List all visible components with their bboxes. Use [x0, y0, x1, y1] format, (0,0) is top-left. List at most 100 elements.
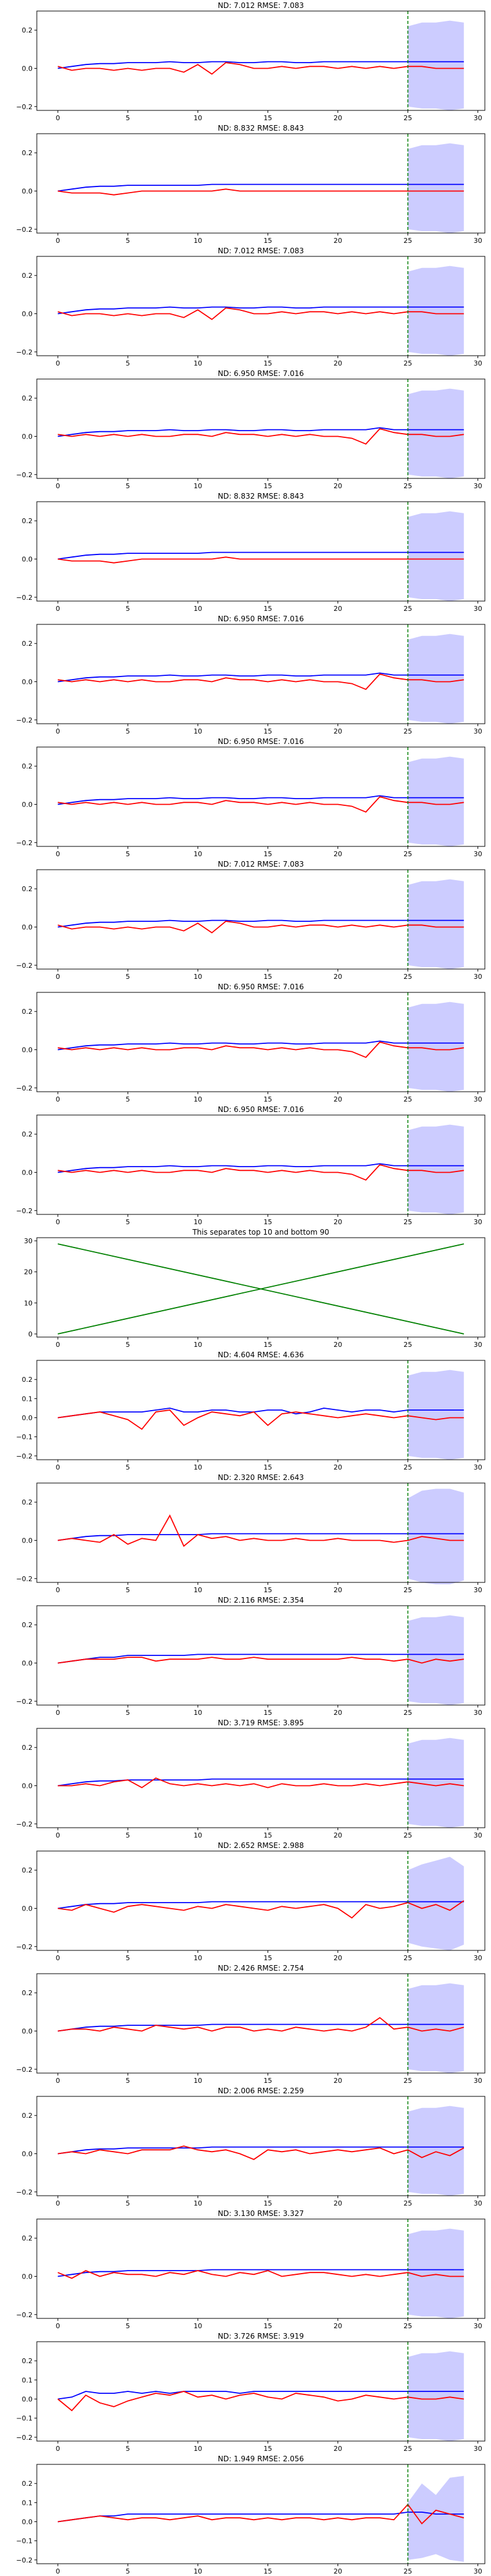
x-tick-label: 5	[126, 2445, 130, 2453]
x-tick-label: 0	[56, 1463, 60, 1471]
x-tick-label: 10	[193, 2199, 202, 2207]
y-tick-label: 0.2	[22, 1498, 33, 1506]
series-line	[58, 2023, 464, 2032]
x-tick-label: 5	[126, 2567, 130, 2575]
y-tick-label: −0.2	[16, 962, 33, 970]
x-tick-label: 15	[263, 114, 272, 122]
x-tick-label: 10	[193, 2322, 202, 2330]
subplot: ND: 7.012 RMSE: 7.083 0 5 10 15 20 25 30 −0.2 0.0…	[16, 247, 485, 367]
x-tick-label: 0	[56, 850, 60, 858]
y-tick-label: 0.0	[22, 2518, 33, 2526]
series-line	[58, 551, 464, 560]
series-line	[58, 919, 464, 928]
subplot: ND: 6.950 RMSE: 7.016 0 5 10 15 20 25 30 −0.2 0.0…	[16, 737, 485, 858]
axes-frame	[36, 2464, 485, 2564]
series-line	[58, 672, 464, 683]
series-line	[58, 2145, 465, 2160]
x-tick-label: 15	[263, 850, 272, 858]
x-tick-label: 20	[333, 973, 342, 981]
x-tick-label: 20	[333, 2077, 342, 2085]
x-tick-label: 0	[56, 359, 60, 367]
prediction-interval-band	[408, 388, 464, 478]
subplot-title: ND: 8.832 RMSE: 8.843	[218, 492, 304, 500]
subplot: This separates top 10 and bottom 90 0 5 10 1…	[24, 1228, 485, 1349]
prediction-interval-band	[408, 1738, 464, 1828]
series-line	[58, 2146, 464, 2155]
x-tick-label: 25	[404, 2322, 412, 2330]
x-tick-label: 30	[474, 605, 482, 613]
axes-frame	[36, 1728, 485, 1828]
y-tick-label: 0.0	[22, 2027, 33, 2035]
series-line	[58, 556, 464, 564]
y-tick-label: 10	[24, 1299, 33, 1307]
x-tick-label: 30	[474, 1709, 482, 1717]
series-line	[58, 1407, 464, 1419]
y-tick-label: −0.2	[16, 594, 33, 602]
x-tick-label: 20	[333, 1709, 342, 1717]
subplot-title: ND: 7.012 RMSE: 7.083	[218, 1, 304, 10]
y-tick-label: 0.2	[22, 517, 33, 525]
y-tick-label: −0.2	[16, 2311, 33, 2319]
x-tick-label: 25	[404, 1831, 412, 1839]
x-tick-label: 30	[474, 1218, 482, 1226]
prediction-interval-band	[408, 2351, 464, 2441]
x-tick-label: 10	[193, 237, 202, 245]
subplot-title: ND: 7.012 RMSE: 7.083	[218, 860, 304, 868]
x-tick-label: 15	[263, 2077, 272, 2085]
x-tick-label: 30	[474, 1463, 482, 1471]
y-tick-label: 0.2	[22, 2357, 33, 2365]
x-tick-label: 30	[474, 2199, 482, 2207]
x-tick-label: 10	[193, 114, 202, 122]
x-tick-label: 5	[126, 850, 130, 858]
x-tick-label: 10	[193, 1954, 202, 1962]
x-tick-label: 20	[333, 1586, 342, 1594]
y-tick-label: 30	[24, 1237, 33, 1245]
series-line	[57, 2391, 464, 2412]
x-tick-label: 0	[56, 237, 60, 245]
y-tick-label: 0.0	[22, 1904, 33, 1912]
x-tick-label: 25	[404, 727, 412, 735]
x-tick-label: 20	[333, 482, 342, 490]
subplot-title: ND: 2.652 RMSE: 2.988	[218, 1841, 304, 1850]
prediction-interval-band	[408, 1124, 464, 1214]
y-tick-label: 0.2	[22, 2112, 33, 2120]
axes-frame	[36, 869, 485, 970]
y-tick-label: −0.2	[16, 839, 33, 847]
x-tick-label: 20	[333, 850, 342, 858]
y-tick-label: 0.2	[22, 149, 33, 157]
series-line	[58, 61, 464, 69]
x-tick-label: 10	[193, 482, 202, 490]
series-line	[58, 1900, 465, 1919]
axes-frame	[36, 1237, 485, 1338]
y-tick-label: 0.2	[22, 272, 33, 280]
x-tick-label: 0	[56, 1831, 60, 1839]
y-tick-label: −0.1	[16, 2537, 33, 2545]
subplot-title: ND: 8.832 RMSE: 8.843	[218, 124, 304, 132]
subplot-title: ND: 6.950 RMSE: 7.016	[218, 1105, 304, 1114]
subplot: ND: 6.950 RMSE: 7.016 0 5 10 15 20 25 30 −0.2 0.0…	[16, 1105, 485, 1226]
prediction-interval-band	[408, 266, 464, 356]
prediction-interval-band	[408, 2475, 464, 2562]
subplot: ND: 4.604 RMSE: 4.636 0 5 10 15 20 25 30 −0.2 −0.…	[16, 1351, 485, 1471]
prediction-interval-band	[408, 1857, 464, 1950]
x-tick-label: 15	[263, 727, 272, 735]
y-tick-label: 20	[24, 1268, 33, 1276]
x-tick-label: 30	[474, 2077, 482, 2085]
series-line	[58, 183, 464, 192]
x-tick-label: 15	[263, 1095, 272, 1103]
y-tick-label: 0.0	[22, 1782, 33, 1790]
series-line	[58, 427, 464, 445]
y-tick-label: 0.2	[22, 1989, 33, 1997]
x-tick-label: 5	[126, 2077, 130, 2085]
y-tick-label: 0.0	[22, 1414, 33, 1422]
series-line	[58, 2017, 465, 2032]
subplot: ND: 8.832 RMSE: 8.843 0 5 10 15 20 25 30 −0.2 0.0…	[16, 492, 485, 613]
x-tick-label: 10	[193, 359, 202, 367]
series-line	[58, 1041, 464, 1058]
y-tick-label: −0.2	[16, 226, 33, 234]
x-tick-label: 15	[263, 2445, 272, 2453]
x-tick-label: 0	[56, 1218, 60, 1226]
axes-frame	[36, 1114, 485, 1215]
y-tick-label: −0.2	[16, 1207, 33, 1215]
x-tick-label: 25	[404, 1463, 412, 1471]
